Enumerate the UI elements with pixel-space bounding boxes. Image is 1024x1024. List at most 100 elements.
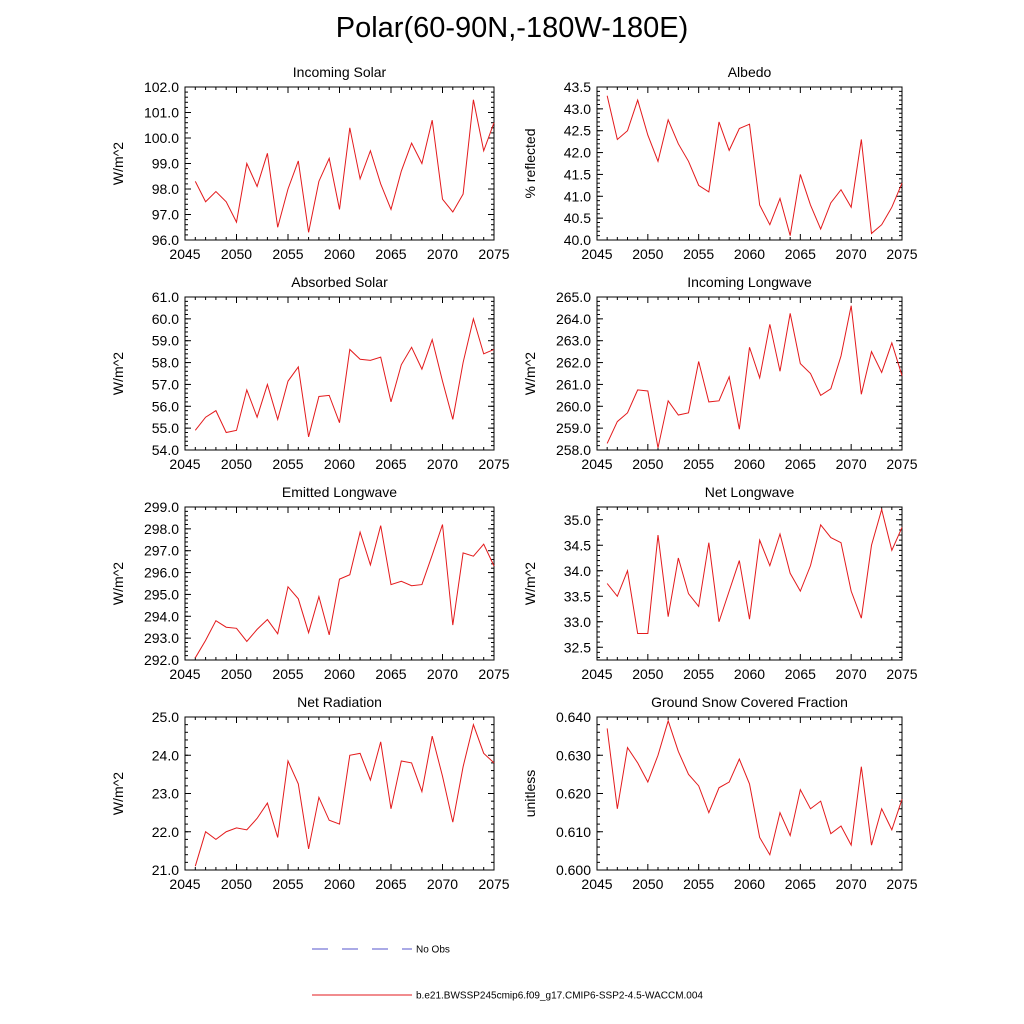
panel-title: Net Longwave	[705, 484, 795, 500]
panel-title: Absorbed Solar	[291, 274, 388, 290]
x-tick-label: 2070	[836, 876, 867, 892]
y-axis-label: W/m^2	[110, 142, 126, 185]
x-tick-label: 2050	[221, 456, 252, 472]
x-tick-label: 2050	[632, 456, 663, 472]
y-tick-label: 0.610	[556, 824, 591, 840]
y-tick-label: 259.0	[556, 420, 591, 436]
y-tick-label: 34.5	[564, 537, 591, 553]
x-tick-label: 2060	[324, 876, 355, 892]
x-tick-label: 2065	[785, 666, 816, 682]
y-axis-label: W/m^2	[522, 562, 538, 605]
x-tick-label: 2045	[581, 876, 612, 892]
x-tick-label: 2060	[324, 456, 355, 472]
x-tick-label: 2075	[886, 456, 917, 472]
y-tick-label: 32.5	[564, 639, 591, 655]
y-tick-label: 0.640	[556, 709, 591, 725]
y-tick-label: 24.0	[152, 747, 179, 763]
series-line	[194, 316, 495, 438]
y-tick-label: 260.0	[556, 398, 591, 414]
x-tick-label: 2075	[886, 666, 917, 682]
x-tick-label: 2070	[836, 246, 867, 262]
x-tick-label: 2050	[221, 666, 252, 682]
x-tick-label: 2045	[169, 456, 200, 472]
y-tick-label: 297.0	[144, 543, 179, 559]
panel-title: Albedo	[728, 64, 772, 80]
y-tick-label: 0.630	[556, 747, 591, 763]
y-tick-label: 261.0	[556, 376, 591, 392]
x-tick-label: 2065	[375, 876, 406, 892]
x-tick-label: 2045	[169, 246, 200, 262]
panel-title: Ground Snow Covered Fraction	[651, 694, 848, 710]
y-tick-label: 34.0	[564, 563, 591, 579]
series-line	[606, 719, 903, 857]
x-tick-label: 2060	[734, 246, 765, 262]
x-tick-label: 2055	[683, 246, 714, 262]
series-line	[194, 99, 495, 233]
x-tick-label: 2075	[886, 876, 917, 892]
panel-net-longwave: 2045 2050 2055 2060 2065 2070 2075 32.5 33.0 33.5…	[522, 484, 918, 682]
page-title: Polar(60-90N,-180W-180E)	[335, 12, 689, 44]
y-tick-label: 96.0	[152, 232, 179, 248]
x-tick-label: 2070	[427, 246, 458, 262]
y-tick-label: 265.0	[556, 289, 591, 305]
y-tick-label: 296.0	[144, 565, 179, 581]
y-tick-label: 97.0	[152, 207, 179, 223]
x-tick-label: 2075	[478, 246, 509, 262]
series-line	[606, 507, 903, 634]
y-tick-label: 40.0	[564, 232, 591, 248]
y-axis-label: W/m^2	[522, 352, 538, 395]
plot-frame	[596, 86, 903, 241]
y-tick-label: 22.0	[152, 824, 179, 840]
y-tick-label: 258.0	[556, 442, 591, 458]
y-tick-label: 299.0	[144, 499, 179, 515]
y-tick-label: 33.0	[564, 614, 591, 630]
plot-frame	[184, 296, 495, 451]
plot-frame	[596, 296, 903, 451]
y-tick-label: 0.620	[556, 786, 591, 802]
y-tick-label: 42.5	[564, 123, 591, 139]
x-tick-label: 2075	[886, 246, 917, 262]
y-tick-label: 264.0	[556, 311, 591, 327]
x-tick-label: 2045	[169, 876, 200, 892]
x-tick-label: 2055	[272, 876, 303, 892]
plot-frame	[596, 506, 903, 661]
x-tick-label: 2045	[581, 456, 612, 472]
y-tick-label: 102.0	[144, 79, 179, 95]
y-tick-label: 41.0	[564, 188, 591, 204]
x-tick-label: 2065	[375, 666, 406, 682]
x-tick-label: 2060	[734, 666, 765, 682]
y-tick-label: 43.5	[564, 79, 591, 95]
x-tick-label: 2060	[734, 876, 765, 892]
y-tick-label: 23.0	[152, 786, 179, 802]
x-tick-label: 2050	[632, 876, 663, 892]
y-tick-label: 41.5	[564, 166, 591, 182]
panel-title: Net Radiation	[297, 694, 382, 710]
y-tick-label: 42.0	[564, 145, 591, 161]
y-tick-label: 100.0	[144, 130, 179, 146]
x-tick-label: 2055	[683, 666, 714, 682]
x-tick-label: 2065	[785, 876, 816, 892]
y-axis-label: W/m^2	[110, 352, 126, 395]
x-tick-label: 2050	[632, 246, 663, 262]
panel-title: Emitted Longwave	[282, 484, 397, 500]
x-tick-label: 2050	[632, 666, 663, 682]
x-tick-label: 2065	[375, 456, 406, 472]
y-tick-label: 262.0	[556, 355, 591, 371]
panel-incoming-longwave: 2045 2050 2055 2060 2065 2070 2075 258.0 259.0 26…	[522, 274, 918, 472]
x-tick-label: 2045	[169, 666, 200, 682]
x-tick-label: 2075	[478, 666, 509, 682]
y-tick-label: 54.0	[152, 442, 179, 458]
x-tick-label: 2075	[478, 456, 509, 472]
y-tick-label: 292.0	[144, 652, 179, 668]
x-tick-label: 2070	[836, 456, 867, 472]
panel-ground-snow-covered-fraction: 2045 2050 2055 2060 2065 2070 2075 0.600 0.610 0.…	[522, 694, 918, 892]
x-tick-label: 2055	[683, 456, 714, 472]
x-tick-label: 2055	[272, 666, 303, 682]
y-tick-label: 295.0	[144, 586, 179, 602]
y-tick-label: 57.0	[152, 376, 179, 392]
y-tick-label: 21.0	[152, 862, 179, 878]
panel-absorbed-solar: 2045 2050 2055 2060 2065 2070 2075 54.0 55.0 56.0…	[110, 274, 510, 472]
x-tick-label: 2060	[734, 456, 765, 472]
y-axis-label: W/m^2	[110, 562, 126, 605]
panel-title: Incoming Longwave	[687, 274, 812, 290]
